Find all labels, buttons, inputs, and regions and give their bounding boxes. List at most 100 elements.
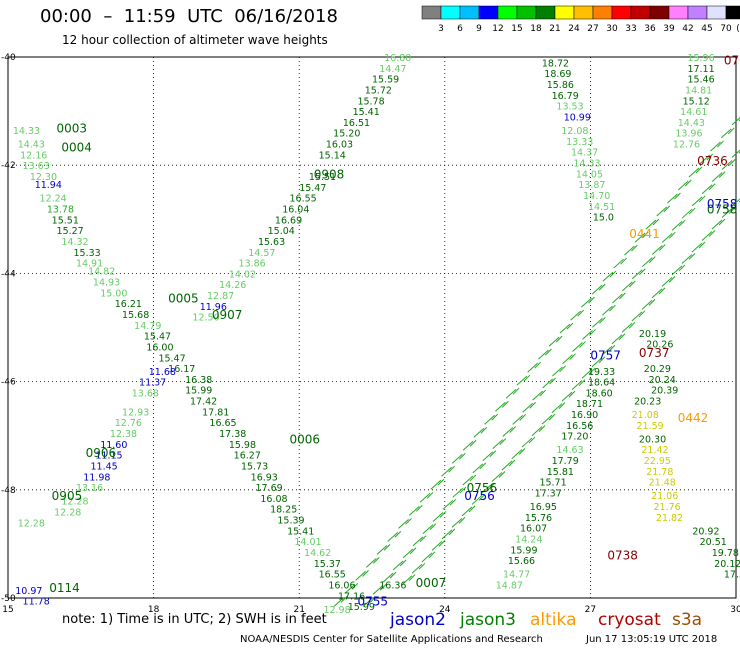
track-mark bbox=[372, 584, 384, 595]
track-mark bbox=[591, 284, 603, 295]
track-mark bbox=[432, 512, 444, 522]
track-mark bbox=[538, 425, 546, 432]
track-mark bbox=[480, 426, 488, 434]
colorbar-swatch bbox=[630, 5, 651, 20]
track-mark bbox=[419, 535, 427, 543]
swh-value: 11.45 bbox=[91, 461, 118, 472]
swh-value: 17.37 bbox=[535, 489, 562, 500]
track-mark bbox=[418, 562, 426, 570]
pass-label: 0907 bbox=[212, 308, 243, 322]
swh-value: 12.28 bbox=[54, 507, 81, 518]
track-mark bbox=[529, 401, 537, 409]
generated-time: Jun 17 13:05:19 UTC 2018 bbox=[586, 634, 718, 645]
legend-cryosat: cryosat bbox=[598, 610, 661, 630]
track-mark bbox=[419, 492, 431, 503]
colorbar-label: 24 bbox=[568, 24, 580, 34]
swh-value: 15.20 bbox=[333, 129, 360, 140]
track-mark bbox=[439, 511, 447, 518]
track-mark bbox=[708, 183, 716, 191]
pass-label: 0758 bbox=[707, 202, 738, 216]
swh-value: 15.41 bbox=[353, 107, 380, 118]
swh-value: 15.47 bbox=[144, 332, 171, 343]
swh-value: 16.07 bbox=[520, 524, 547, 535]
legend-altika: altika bbox=[530, 610, 577, 630]
swh-value: 15.37 bbox=[314, 559, 341, 570]
track-mark bbox=[451, 518, 463, 528]
track-mark bbox=[505, 388, 517, 399]
track-mark bbox=[382, 572, 394, 583]
track-mark bbox=[548, 336, 560, 347]
swh-value: 21.06 bbox=[651, 491, 678, 502]
colorbar-label: 9 bbox=[476, 24, 482, 34]
swh-value: 15.78 bbox=[357, 96, 384, 107]
swh-value: 12.38 bbox=[110, 429, 137, 440]
swh-value: 14.26 bbox=[219, 280, 246, 291]
swh-value: 13.53 bbox=[556, 102, 583, 113]
swh-value: 14.33 bbox=[573, 158, 600, 169]
track-mark bbox=[559, 323, 571, 334]
swh-value: 16.36 bbox=[379, 580, 406, 591]
colorbar-swatch bbox=[706, 5, 727, 20]
track-mark bbox=[720, 128, 732, 139]
swh-value: 11.78 bbox=[23, 597, 50, 608]
track-mark bbox=[578, 379, 586, 387]
swh-value: 18.72 bbox=[542, 58, 569, 69]
swh-value: 21.48 bbox=[649, 478, 676, 489]
swh-value: 18.71 bbox=[576, 399, 603, 410]
track-mark bbox=[569, 353, 576, 361]
x-tick-label: 21 bbox=[293, 605, 304, 615]
track-mark bbox=[609, 304, 616, 312]
track-mark bbox=[658, 287, 666, 295]
chart-title: 00:00 – 11:59 UTC 06/16/2018 bbox=[40, 6, 338, 27]
swh-value: 17.42 bbox=[190, 397, 217, 408]
track-mark bbox=[598, 283, 606, 291]
swh-value: 15.00 bbox=[100, 288, 127, 299]
legend-jason2: jason2 bbox=[390, 610, 446, 630]
swh-value: 15.14 bbox=[319, 150, 346, 161]
colorbar-swatch bbox=[497, 5, 518, 20]
colorbar-label: 45 bbox=[701, 24, 712, 34]
colorbar-label: 33 bbox=[625, 24, 636, 34]
track-mark bbox=[412, 536, 424, 547]
track-mark bbox=[422, 524, 434, 534]
track-mark bbox=[438, 539, 446, 547]
track-mark bbox=[638, 310, 646, 318]
x-tick-label: 27 bbox=[585, 605, 596, 615]
swh-value: 13.78 bbox=[47, 204, 74, 215]
x-tick-label: 15 bbox=[2, 605, 13, 615]
swh-value: 17.69 bbox=[256, 483, 283, 494]
track-mark bbox=[431, 540, 443, 551]
swh-value: 14.02 bbox=[229, 269, 256, 280]
swh-value: 11.68 bbox=[149, 367, 176, 378]
swh-value: 16.56 bbox=[566, 421, 593, 432]
colorbar-swatch bbox=[573, 5, 594, 20]
track-mark bbox=[481, 483, 493, 494]
colorbar-swatch bbox=[687, 5, 708, 20]
swh-value: 15.12 bbox=[683, 96, 710, 107]
swh-value: 14.05 bbox=[576, 169, 603, 180]
track-mark bbox=[479, 462, 487, 470]
track-mark bbox=[468, 505, 476, 513]
swh-value: 17.38 bbox=[219, 429, 246, 440]
track-mark bbox=[710, 141, 721, 152]
track-mark bbox=[394, 530, 402, 538]
track-mark bbox=[518, 448, 526, 455]
track-mark bbox=[599, 316, 606, 324]
swh-value: 16.69 bbox=[275, 215, 302, 226]
track-mark bbox=[426, 491, 434, 499]
swh-value: 15.99 bbox=[348, 602, 375, 613]
track-mark bbox=[473, 427, 485, 438]
track-mark bbox=[619, 292, 626, 300]
track-mark bbox=[601, 345, 613, 356]
swh-value: 20.29 bbox=[644, 364, 671, 375]
track-mark bbox=[362, 597, 374, 607]
pass-label: 0004 bbox=[61, 140, 92, 154]
y-tick-label: -46 bbox=[1, 378, 16, 388]
swh-value: 15.66 bbox=[508, 556, 535, 567]
swh-value: 16.17 bbox=[168, 364, 195, 375]
track-mark bbox=[516, 375, 528, 386]
swh-value: 16.55 bbox=[289, 194, 316, 205]
track-mark bbox=[409, 547, 417, 555]
swh-value: 20.24 bbox=[649, 375, 676, 386]
